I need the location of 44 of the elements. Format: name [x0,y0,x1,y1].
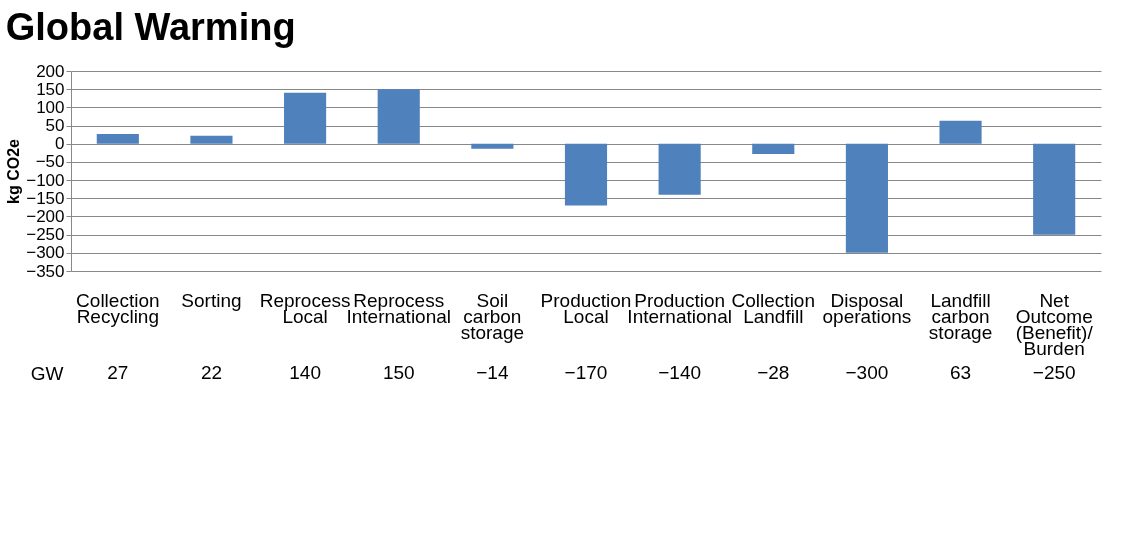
y-tick-label: −350 [26,261,65,281]
x-tick-label: Soil carbon storage [460,289,525,343]
y-tick-label: −100 [26,170,65,190]
bar [377,89,420,144]
bar [190,135,233,144]
x-tick-label: Disposal operations [822,289,912,327]
bar [1033,143,1076,235]
y-tick-label: 0 [55,134,65,154]
bar [752,143,795,154]
data-label: −250 [1032,362,1076,383]
data-label: 63 [949,362,972,383]
data-label: −300 [845,362,889,383]
y-tick-label: 200 [36,61,65,81]
y-axis-title: kg CO2e [5,138,23,204]
x-tick-label: Collection Recycling [76,289,160,327]
y-tick-label: −300 [26,243,65,263]
data-label: 22 [200,362,223,383]
y-tick-label: −200 [26,206,65,226]
data-label: 150 [382,362,415,383]
data-label: −140 [658,362,702,383]
y-tick-label: 100 [36,97,65,117]
chart-title: Global Warming [5,6,296,48]
bar [96,133,139,144]
bar [658,143,701,195]
x-tick-label: Collection Landfill [731,289,815,327]
bar [471,143,514,149]
y-tick-label: −250 [26,225,65,245]
y-tick-label: −150 [26,188,65,208]
y-tick-label: −50 [35,152,65,172]
bar [939,120,982,144]
x-tick-label: Landfill carbon storage [928,289,993,343]
bar [564,143,608,206]
bar [284,92,327,144]
x-tick-label: Net Outcome (Benefit)/ Burden [1015,289,1094,359]
x-tick-label: Sorting [181,289,242,311]
y-tick-label: 150 [36,79,65,99]
data-label: −170 [564,362,608,383]
data-label: 27 [107,362,129,383]
data-label: −14 [476,362,509,383]
text: GW [30,362,64,384]
y-tick-label: 50 [45,116,65,136]
data-label: −28 [757,362,790,383]
data-label: 140 [289,362,321,383]
bar [845,143,888,253]
